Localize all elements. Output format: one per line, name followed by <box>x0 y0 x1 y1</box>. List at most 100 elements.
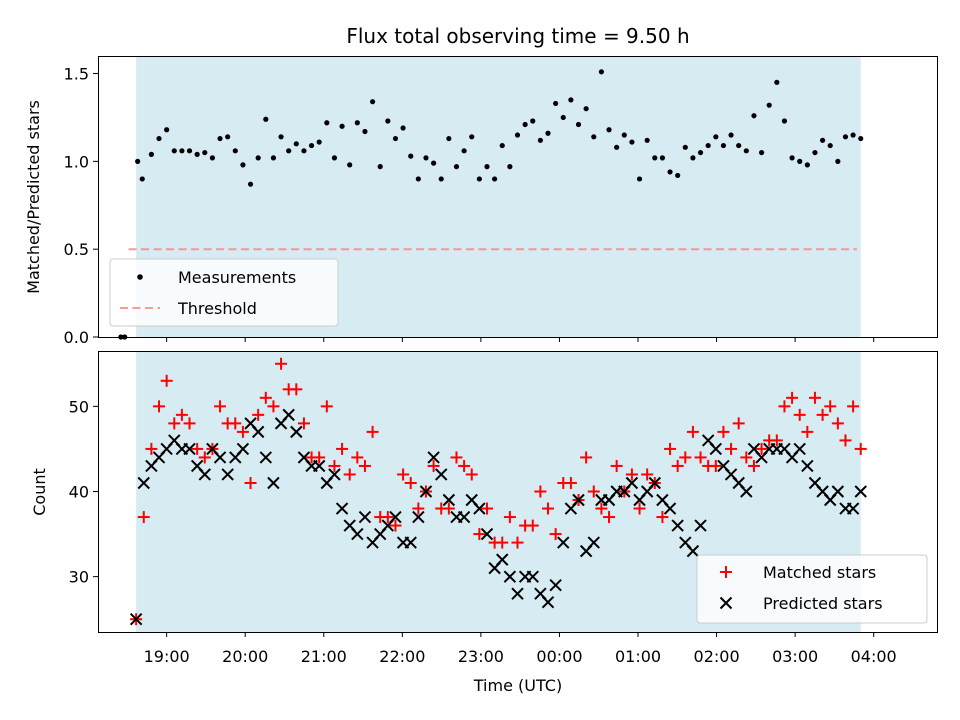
matched-star-point <box>366 425 379 438</box>
matched-star-point <box>496 536 509 549</box>
matched-star-point <box>747 459 760 472</box>
predicted-star-point <box>572 493 585 507</box>
measurement-point <box>583 106 589 112</box>
measurement-point <box>316 139 322 145</box>
matched-star-point <box>397 468 410 481</box>
predicted-star-point <box>549 578 562 592</box>
measurement-point <box>652 155 658 161</box>
matched-star-point <box>404 476 417 489</box>
matched-legend-glyph <box>720 566 732 578</box>
measurement-point <box>301 148 307 154</box>
measurement-point <box>720 142 727 149</box>
matched-star-point <box>191 442 204 455</box>
matched-star-point <box>564 476 577 489</box>
measurement-point <box>484 164 490 170</box>
matched-star-point <box>808 391 821 404</box>
predicted-star-point <box>412 510 425 524</box>
x-tick-label: 21:00 <box>301 647 347 666</box>
counts-x-ticks: 19:00 20:00 21:00 22:00 23:00 00:00 01:00 02:00… <box>144 632 897 666</box>
predicted-star-point <box>740 485 753 498</box>
matched-star-point <box>732 417 745 430</box>
predicted-star-point <box>251 425 265 439</box>
predicted-star-point <box>389 510 402 524</box>
matched-star-point <box>343 468 356 481</box>
matched-star-point <box>686 425 699 438</box>
measurement-point <box>819 137 826 143</box>
measurement-point <box>461 148 467 154</box>
matched-star-point <box>511 536 524 549</box>
measurement-point <box>164 127 170 133</box>
predicted-star-point <box>351 527 364 541</box>
matched-star-point <box>679 451 692 464</box>
measurement-point <box>812 149 818 156</box>
matched-star-point <box>717 425 730 438</box>
matched-star-point <box>694 451 707 464</box>
matched-star-point <box>145 442 158 455</box>
predicted-star-point <box>198 468 211 481</box>
predicted-star-point <box>526 570 539 583</box>
y-tick-label: 30 <box>69 568 89 587</box>
matched-star-point <box>816 408 829 421</box>
measurement-point <box>858 135 864 142</box>
x-tick-label: 22:00 <box>379 647 425 666</box>
measurement-point <box>713 134 719 140</box>
counts-axes-frame <box>98 351 938 633</box>
measurement-point <box>453 164 460 170</box>
measurement-point <box>682 144 688 150</box>
matched-star-point <box>427 459 440 472</box>
matched-star-point <box>198 451 211 464</box>
matched-star-point <box>412 502 425 515</box>
ratio-y-axis-label: Matched/Predicted stars <box>24 100 43 294</box>
y-tick-label: 1.0 <box>64 152 89 171</box>
predicted-legend-label: Predicted stars <box>763 594 883 613</box>
measurement-point <box>614 144 620 150</box>
matched-star-point <box>214 400 227 413</box>
measurement-point <box>431 160 437 166</box>
predicted-star-point <box>419 485 433 498</box>
matched-star-point <box>725 442 738 455</box>
counts-x-axis-label: Time (UTC) <box>473 676 562 695</box>
matched-star-point <box>755 442 768 455</box>
measurement-point <box>530 118 536 124</box>
matched-star-point <box>778 400 791 413</box>
matched-star-point <box>709 459 722 472</box>
measurement-point <box>293 141 299 147</box>
measurement-point <box>781 118 788 124</box>
ratio-legend: Measurements Threshold <box>109 258 339 327</box>
predicted-star-point <box>259 451 273 464</box>
measurement-point <box>217 135 223 142</box>
predicted-star-point <box>442 493 456 507</box>
predicted-star-point <box>663 502 677 515</box>
measurement-point <box>476 176 482 182</box>
measurement-point <box>804 162 810 168</box>
measurement-point <box>469 134 475 140</box>
predicted-star-point <box>457 510 471 524</box>
matched-legend-marker <box>720 566 732 578</box>
y-tick-label: 1.5 <box>64 65 89 84</box>
matched-star-point <box>183 417 196 430</box>
measurement-point <box>797 158 803 164</box>
matched-star-point <box>328 459 341 472</box>
predicted-star-point <box>290 425 303 439</box>
matched-star-point <box>450 451 463 464</box>
measurement-point <box>598 69 605 75</box>
measurement-point <box>697 149 704 156</box>
predicted-star-point <box>129 613 143 626</box>
matched-star-point <box>137 511 150 524</box>
measurement-point <box>369 99 376 105</box>
matched-star-point <box>801 425 814 438</box>
measurement-point <box>659 155 666 161</box>
matched-star-point <box>641 468 654 481</box>
ratio-legend-box <box>109 258 339 327</box>
measurement-point <box>400 125 406 131</box>
y-tick-label: 0.5 <box>64 240 89 259</box>
measurement-point <box>629 139 635 145</box>
measurement-point <box>354 120 360 126</box>
measurement-point <box>743 148 749 154</box>
ratio-axes-frame <box>98 56 938 338</box>
measurement-point <box>537 137 543 143</box>
measurements-legend-marker <box>137 274 143 280</box>
matched-star-point <box>786 391 799 404</box>
counts-y-axis-label: Count <box>30 468 49 516</box>
